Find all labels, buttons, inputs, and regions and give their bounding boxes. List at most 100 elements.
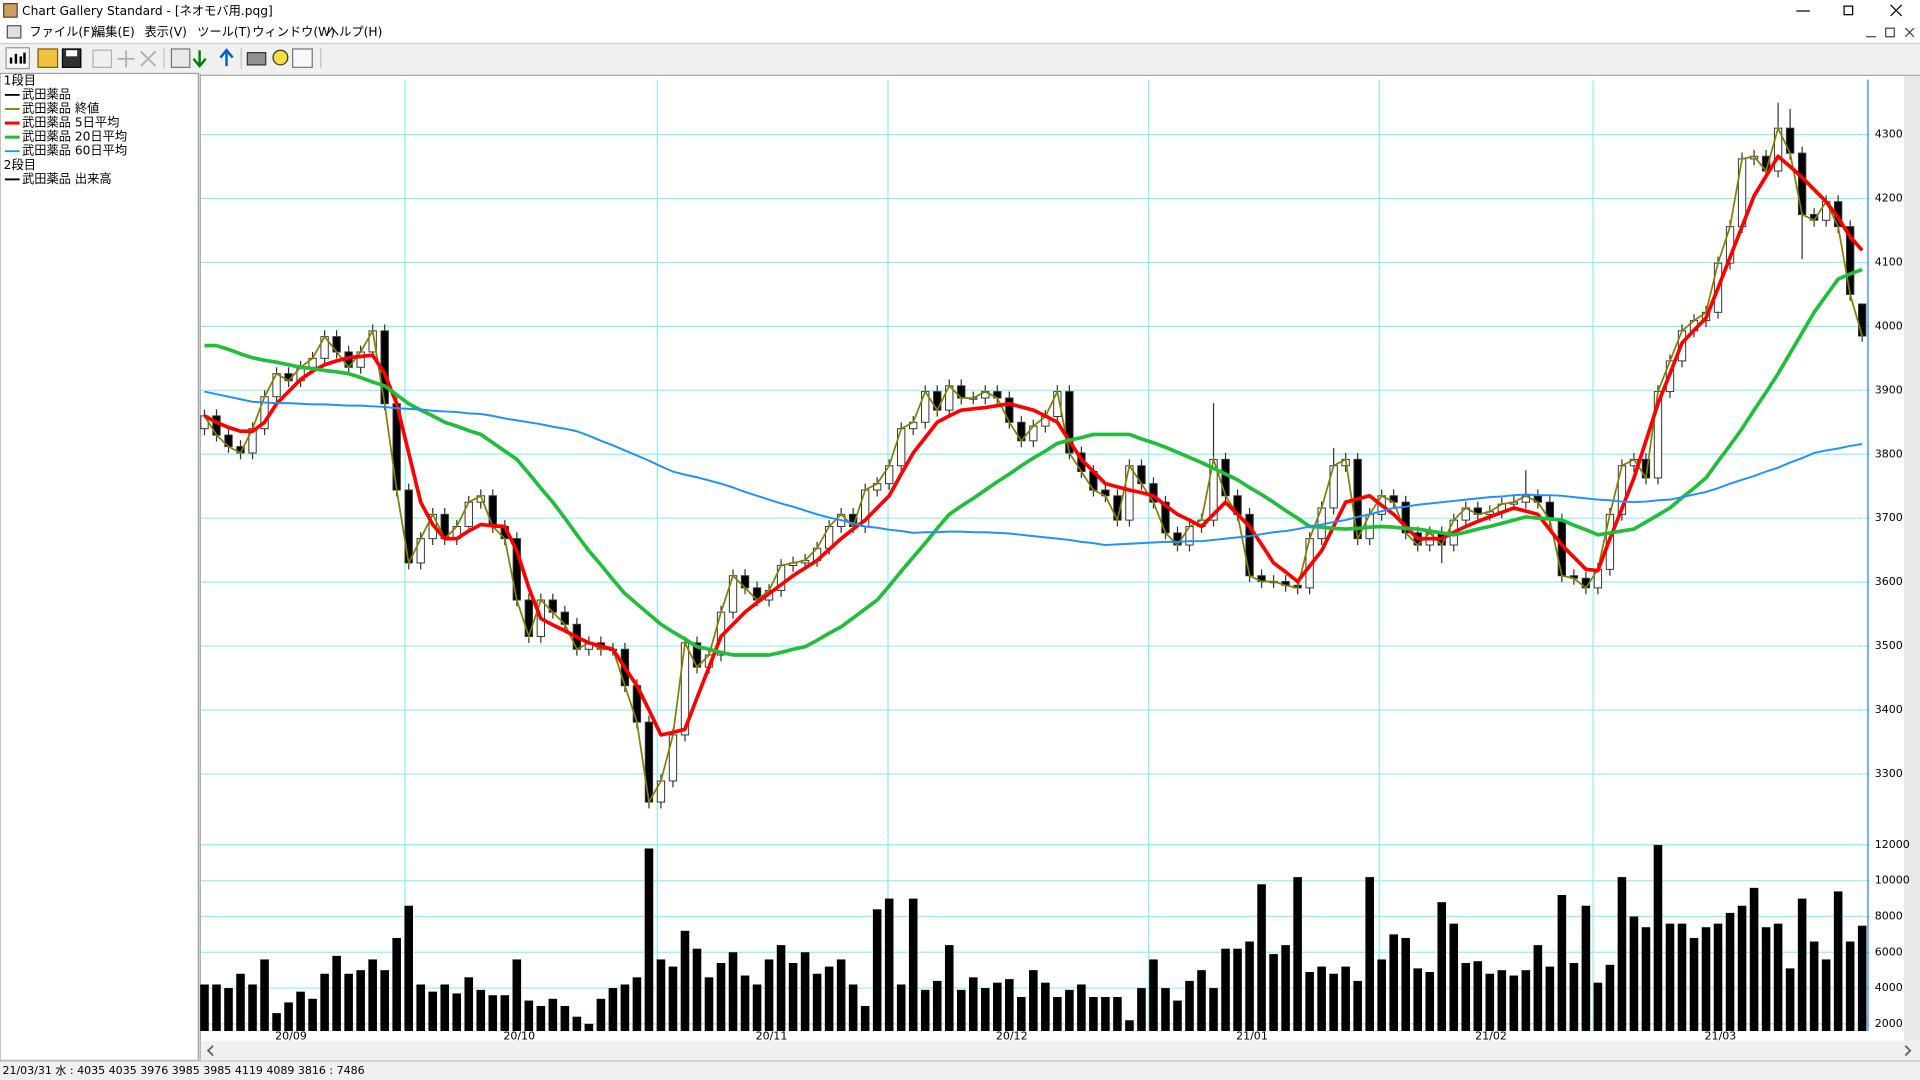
volume-bar: [1029, 970, 1038, 1032]
volume-bar: [1329, 973, 1338, 1032]
y-tick-label: 2000: [1875, 1017, 1903, 1030]
tool-down[interactable]: [192, 50, 207, 69]
volume-bar: [608, 988, 618, 1032]
tool-up[interactable]: [219, 48, 234, 67]
volume-bar: [200, 984, 209, 1032]
volume-bar: [1497, 970, 1507, 1032]
volume-bar: [1533, 945, 1543, 1032]
h-scrollbar[interactable]: [200, 1042, 1905, 1060]
volume-bar: [1317, 966, 1326, 1032]
volume-bar: [1257, 884, 1266, 1032]
tool-chart[interactable]: [5, 47, 30, 70]
volume-bar: [416, 984, 425, 1032]
legend-label: 武田薬品 出来高: [22, 172, 112, 186]
menu-item[interactable]: 編集(E): [93, 24, 135, 39]
volume-bar: [572, 1016, 582, 1032]
mdi-close[interactable]: [1904, 27, 1915, 38]
volume-bar: [620, 984, 630, 1032]
menu-item[interactable]: ファイル(F): [29, 25, 95, 39]
volume-bar: [1845, 941, 1855, 1032]
y-tick-label: 3900: [1875, 383, 1903, 396]
restore-button[interactable]: [1843, 5, 1854, 16]
volume-bar: [596, 998, 606, 1032]
legend-label: 武田薬品 60日平均: [22, 144, 127, 158]
volume-bar: [764, 959, 774, 1032]
volume-bar: [332, 955, 341, 1032]
volume-bar: [1581, 905, 1591, 1032]
volume-bar: [1713, 923, 1723, 1032]
volume-bar: [1365, 877, 1374, 1032]
tool-context-help[interactable]: [292, 48, 313, 68]
moving-average-line: [204, 390, 1863, 547]
close-button[interactable]: [1890, 4, 1903, 17]
volume-bar: [1521, 970, 1531, 1032]
volume-bar: [896, 984, 906, 1032]
x-tick-label: 21/03: [1705, 1030, 1737, 1043]
scroll-right[interactable]: [1904, 1045, 1912, 1057]
menu-items: ファイル(F)編集(E) 表示(V) ツール(T) ウィンドウ(W)ヘルプ(H): [29, 24, 382, 39]
tool-add[interactable]: [117, 50, 135, 68]
y-tick-label: 4200: [1875, 192, 1903, 205]
volume-bar: [788, 963, 798, 1032]
y-tick-label: 3700: [1875, 511, 1903, 524]
volume-bar: [1413, 968, 1423, 1032]
tool-print[interactable]: [246, 52, 267, 66]
volume-bar: [1485, 973, 1495, 1032]
volume-bar: [1173, 1000, 1182, 1032]
volume-bar: [1221, 948, 1230, 1032]
volume-bar: [356, 970, 365, 1032]
scroll-left[interactable]: [206, 1045, 214, 1057]
volume-bar: [860, 1005, 870, 1032]
tool-save-label: [66, 50, 78, 57]
moving-average-line: [204, 267, 1863, 657]
chart-pane: [200, 75, 1870, 1041]
menu-item[interactable]: ウィンドウ(W): [252, 25, 335, 39]
volume-bar: [1557, 895, 1567, 1032]
tool-copy[interactable]: [92, 49, 113, 68]
tool-open[interactable]: [37, 48, 59, 68]
menu-item[interactable]: 表示(V): [144, 25, 186, 39]
mdi-icon[interactable]: [6, 25, 22, 39]
y-tick-label: 3400: [1875, 703, 1903, 716]
volume-bar: [1833, 891, 1843, 1032]
volume-bar: [536, 1005, 546, 1032]
volume-bar: [284, 1002, 293, 1032]
volume-bar: [716, 963, 726, 1032]
volume-bar: [1821, 959, 1831, 1032]
y-tick-label: 6000: [1875, 945, 1903, 958]
volume-bar: [1569, 963, 1579, 1032]
volume-bar: [1545, 966, 1555, 1032]
volume-bar: [488, 995, 498, 1032]
volume-bar: [1245, 941, 1254, 1032]
menu-item[interactable]: ツール(T): [197, 25, 251, 39]
volume-bar: [1641, 927, 1651, 1032]
volume-bar: [392, 937, 401, 1032]
volume-bar: [1809, 941, 1819, 1032]
volume-bar: [1677, 923, 1687, 1032]
volume-bar: [1797, 898, 1807, 1032]
y-tick-label: 12000: [1875, 838, 1910, 851]
menu-item[interactable]: ヘルプ(H): [327, 25, 382, 39]
volume-bar: [464, 977, 474, 1032]
volume-bar: [1293, 877, 1302, 1032]
volume-bar: [1101, 997, 1110, 1032]
volume-bar: [476, 989, 486, 1032]
tool-delete[interactable]: [140, 50, 157, 67]
tool-sort[interactable]: [170, 48, 191, 68]
volume-bar: [824, 966, 834, 1032]
volume-bar: [752, 984, 762, 1032]
axis-pane: [1869, 75, 1905, 1041]
volume-bar: [344, 973, 353, 1032]
legend-panel-label: 2段目: [4, 157, 36, 172]
volume-bar: [644, 848, 654, 1032]
volume-bar: [512, 959, 522, 1032]
volume-bar: [212, 984, 221, 1032]
candle-body: [1858, 303, 1867, 337]
y-tick-label: 8000: [1875, 909, 1903, 922]
mdi-restore[interactable]: [1885, 27, 1895, 38]
tool-help[interactable]: [272, 49, 289, 66]
toolbar: [0, 42, 1920, 73]
volume-bar: [920, 989, 930, 1032]
volume-bar: [1749, 887, 1759, 1032]
